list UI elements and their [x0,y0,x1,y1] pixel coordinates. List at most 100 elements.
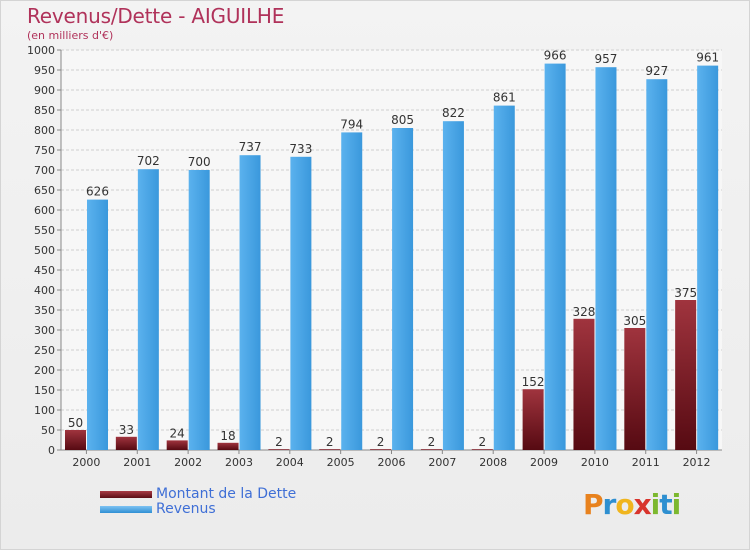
y-tick-label: 450 [34,264,55,277]
x-tick-label: 2003 [225,456,253,469]
logo-letter: P [583,488,604,521]
x-tick-label: 2011 [632,456,660,469]
logo-letter: r [602,488,617,521]
y-tick-label: 900 [34,84,55,97]
bar-revenus [392,128,414,450]
y-tick-label: 550 [34,224,55,237]
data-label-dette: 2 [326,435,334,449]
data-label-dette: 33 [119,423,134,437]
y-tick-label: 750 [34,144,55,157]
data-label-dette: 375 [674,286,697,300]
y-tick-label: 700 [34,164,55,177]
logo-letter: i [671,488,682,521]
data-label-revenus: 961 [696,51,719,65]
bar-revenus [442,121,464,450]
data-label-dette: 328 [573,305,596,319]
x-tick-label: 2012 [683,456,711,469]
chart-title: Revenus/Dette - AIGUILHE [27,4,285,28]
y-tick-label: 650 [34,184,55,197]
data-label-revenus: 966 [544,49,567,63]
bar-dette [573,318,595,450]
y-tick-label: 0 [48,444,55,457]
y-tick-label: 300 [34,324,55,337]
x-tick-label: 2002 [174,456,202,469]
x-tick-label: 2007 [428,456,456,469]
data-label-dette: 18 [220,429,235,443]
data-label-dette: 50 [68,416,83,430]
legend-label-dette: Montant de la Dette [156,486,297,502]
bar-revenus [188,170,210,450]
y-tick-label: 350 [34,304,55,317]
data-label-dette: 152 [522,375,545,389]
logo-letter: i [650,488,661,521]
bar-dette [420,449,442,450]
data-label-revenus: 626 [86,185,109,199]
bar-dette [115,436,137,450]
bar-dette [319,449,341,450]
y-tick-label: 150 [34,384,55,397]
bar-revenus [137,169,159,450]
y-tick-label: 100 [34,404,55,417]
logo-letter: x [633,488,652,521]
x-tick-label: 2004 [276,456,304,469]
bar-revenus [595,67,617,450]
data-label-revenus: 700 [188,155,211,169]
bar-dette [522,389,544,450]
y-tick-label: 800 [34,124,55,137]
chart-subtitle: (en milliers d'€) [27,29,114,42]
x-tick-label: 2001 [123,456,151,469]
x-tick-label: 2010 [581,456,609,469]
bar-revenus [544,63,566,450]
y-tick-label: 1000 [27,44,55,57]
y-tick-label: 600 [34,204,55,217]
data-label-revenus: 794 [340,117,363,131]
data-label-revenus: 733 [289,142,312,156]
bar-dette [370,449,392,450]
legend-label-revenus: Revenus [156,501,216,517]
bar-revenus [646,79,668,450]
data-label-revenus: 861 [493,91,516,105]
data-label-revenus: 822 [442,106,465,120]
x-tick-label: 2005 [327,456,355,469]
data-label-dette: 2 [428,435,436,449]
bar-revenus [290,156,312,451]
data-label-revenus: 702 [137,154,160,168]
y-tick-label: 250 [34,344,55,357]
bar-revenus [493,105,515,450]
bar-revenus [239,155,261,450]
data-label-dette: 2 [377,435,385,449]
bar-revenus [341,132,363,450]
bar-dette [624,328,646,450]
data-label-dette: 24 [170,426,185,440]
bar-dette [166,440,188,450]
legend-swatch-revenus [100,506,152,513]
x-tick-label: 2008 [479,456,507,469]
bar-revenus [697,65,719,450]
y-tick-label: 400 [34,284,55,297]
data-label-revenus: 927 [645,64,668,78]
x-tick-label: 2006 [378,456,406,469]
proxiti-logo: Proxiti [583,488,682,521]
data-label-dette: 305 [623,314,646,328]
y-tick-label: 850 [34,104,55,117]
data-label-revenus: 957 [595,52,618,66]
y-tick-label: 500 [34,244,55,257]
y-tick-label: 200 [34,364,55,377]
bar-revenus [87,199,108,450]
logo-letter: t [659,488,672,521]
x-tick-label: 2009 [530,456,558,469]
logo-letter: o [615,488,634,521]
data-label-revenus: 805 [391,113,414,127]
legend-swatch-dette [100,491,152,498]
bar-dette [675,300,697,450]
bar-dette [217,442,239,450]
bar-dette [471,449,493,450]
bar-dette [65,430,86,450]
data-label-dette: 2 [478,435,486,449]
y-tick-label: 50 [41,424,55,437]
bar-dette [268,449,290,450]
data-label-dette: 2 [275,435,283,449]
y-tick-label: 950 [34,64,55,77]
data-label-revenus: 737 [239,140,262,154]
